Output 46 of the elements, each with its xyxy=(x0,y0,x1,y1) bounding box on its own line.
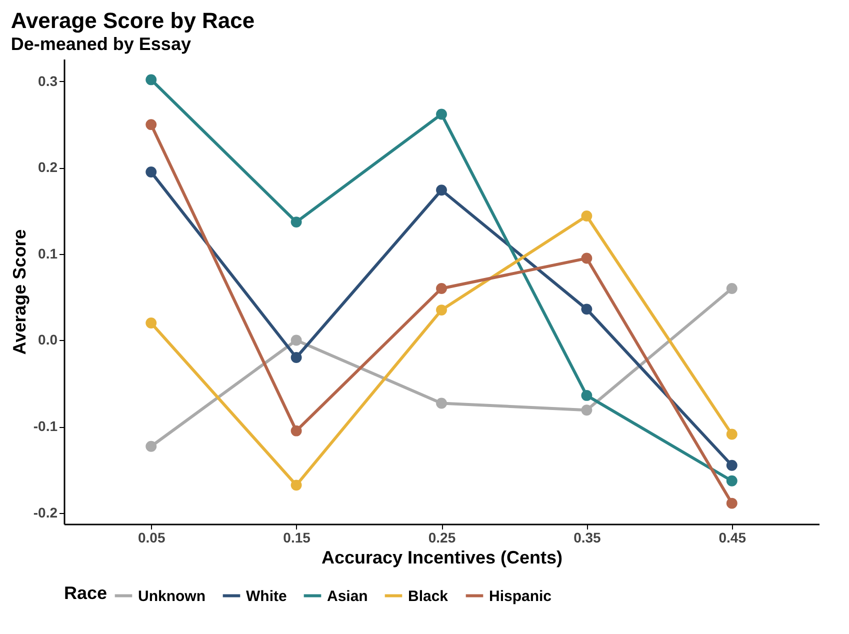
legend-label: Unknown xyxy=(138,588,206,605)
legend-label: Black xyxy=(408,588,449,605)
point xyxy=(146,440,157,452)
point xyxy=(726,498,738,509)
y-tick-label: 0.3 xyxy=(38,72,58,89)
point xyxy=(581,304,592,315)
y-tick-label: 0.1 xyxy=(38,245,58,262)
point xyxy=(290,425,302,436)
y-tick-label: 0.2 xyxy=(38,159,58,176)
point xyxy=(436,304,447,316)
y-tick-label: 0.0 xyxy=(38,332,58,348)
legend-label: White xyxy=(246,588,287,605)
point xyxy=(726,475,738,486)
point xyxy=(726,460,738,471)
legend-label: Asian xyxy=(327,588,368,605)
legend-title: Race xyxy=(64,583,108,603)
chart-subtitle: De-meaned by Essay xyxy=(10,34,191,54)
point xyxy=(581,390,592,401)
point xyxy=(290,352,302,363)
x-tick-label: 0.05 xyxy=(138,530,166,546)
x-tick-label: 0.25 xyxy=(428,530,456,546)
x-tick-label: 0.15 xyxy=(283,530,311,546)
point xyxy=(146,119,157,130)
point xyxy=(146,318,157,328)
point xyxy=(436,398,447,409)
point xyxy=(581,210,592,222)
point xyxy=(436,283,447,294)
x-tick-label: 0.35 xyxy=(574,530,602,546)
point xyxy=(436,108,447,120)
point xyxy=(146,74,157,86)
x-axis-title: Accuracy Incentives (Cents) xyxy=(321,548,563,568)
point xyxy=(290,480,302,491)
point xyxy=(581,252,592,264)
x-tick-label: 0.45 xyxy=(718,530,746,546)
y-axis-title: Average Score xyxy=(9,229,30,355)
point xyxy=(726,283,738,294)
legend-label: Hispanic xyxy=(489,588,552,605)
point xyxy=(581,404,592,416)
y-tick-label: -0.2 xyxy=(33,504,58,520)
point xyxy=(290,334,302,346)
point xyxy=(436,184,447,196)
y-tick-label: -0.1 xyxy=(33,418,58,434)
point xyxy=(726,428,738,440)
point xyxy=(146,166,157,178)
point xyxy=(290,216,302,228)
chart-title: Average Score by Race xyxy=(10,8,255,33)
